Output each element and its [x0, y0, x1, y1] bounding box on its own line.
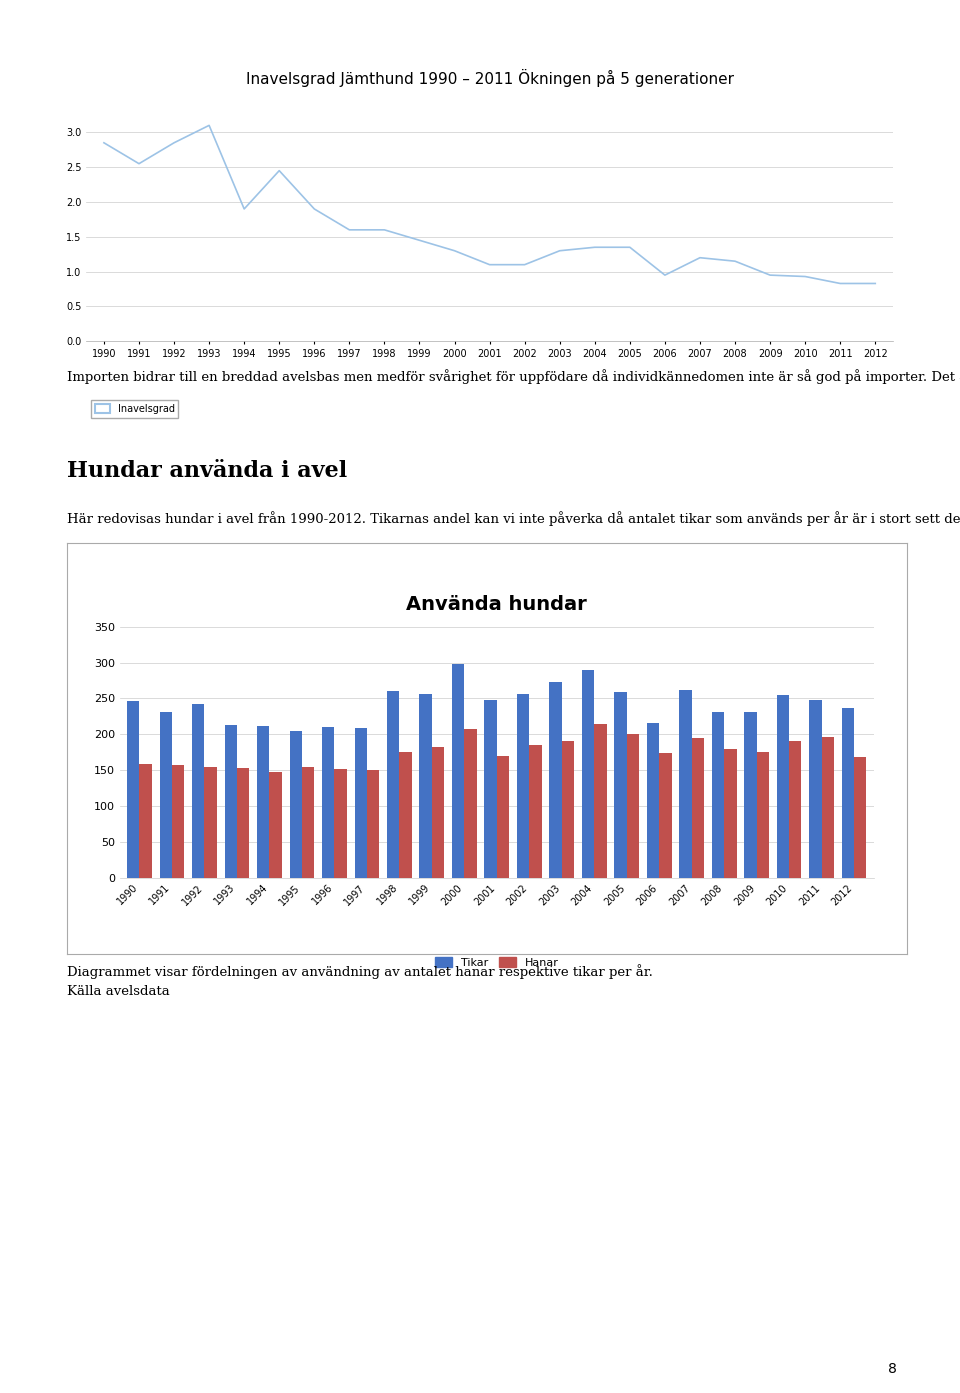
Bar — [809, 699, 822, 878]
Bar — [842, 708, 854, 878]
Text: 8: 8 — [888, 1362, 898, 1376]
Bar — [127, 701, 139, 878]
Bar — [594, 723, 607, 878]
Text: Här redovisas hundar i avel från 1990-2012. Tikarnas andel kan vi inte påverka d: Här redovisas hundar i avel från 1990-20… — [67, 511, 960, 527]
Text: Diagrammet visar fördelningen av användning av antalet hanar respektive tikar pe: Diagrammet visar fördelningen av användn… — [67, 964, 653, 979]
Legend: Tikar, Hanar: Tikar, Hanar — [431, 953, 563, 972]
Bar — [225, 724, 237, 878]
Title: Inavelsgrad Jämthund 1990 – 2011 Ökningen på 5 generationer: Inavelsgrad Jämthund 1990 – 2011 Ökninge… — [246, 68, 733, 86]
Bar — [692, 738, 704, 878]
Bar — [647, 723, 660, 878]
Bar — [237, 768, 250, 878]
Bar — [367, 770, 379, 878]
Bar — [301, 766, 314, 878]
Bar — [192, 703, 204, 878]
Bar — [387, 691, 399, 878]
Bar — [485, 699, 497, 878]
Bar — [822, 737, 834, 878]
Bar — [777, 695, 789, 878]
Bar — [399, 751, 412, 878]
Bar — [465, 729, 477, 878]
Bar — [680, 690, 692, 878]
Bar — [270, 772, 282, 878]
Bar — [322, 727, 334, 878]
Bar — [420, 694, 432, 878]
Bar — [497, 756, 509, 878]
Text: Hundar använda i avel: Hundar använda i avel — [67, 460, 348, 482]
Bar — [139, 765, 152, 878]
Bar — [854, 758, 867, 878]
Bar — [432, 747, 444, 878]
Bar — [582, 670, 594, 878]
Bar — [204, 766, 217, 878]
Bar — [516, 694, 529, 878]
Bar — [789, 741, 802, 878]
Bar — [549, 683, 562, 878]
Bar — [724, 748, 736, 878]
Bar — [354, 729, 367, 878]
Bar — [334, 769, 347, 878]
Bar — [660, 754, 672, 878]
Title: Använda hundar: Använda hundar — [406, 595, 588, 614]
Bar — [529, 745, 541, 878]
Bar — [290, 731, 301, 878]
Bar — [562, 741, 574, 878]
Bar — [711, 712, 724, 878]
Bar — [614, 692, 627, 878]
Bar — [172, 765, 184, 878]
Bar — [627, 734, 639, 878]
Bar — [744, 712, 756, 878]
Text: Importen bidrar till en breddad avelsbas men medför svårighet för uppfödare då i: Importen bidrar till en breddad avelsbas… — [67, 369, 960, 384]
Bar — [257, 726, 270, 878]
Legend: Inavelsgrad: Inavelsgrad — [91, 400, 179, 418]
Bar — [159, 712, 172, 878]
Bar — [756, 751, 769, 878]
Bar — [452, 664, 465, 878]
Text: Källa avelsdata: Källa avelsdata — [67, 985, 170, 997]
